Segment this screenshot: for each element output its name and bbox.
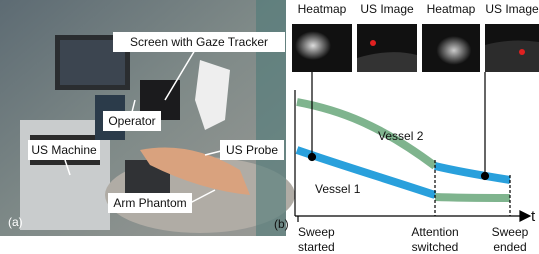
thumbnails bbox=[292, 24, 539, 72]
vessel-label: Vessel 2 bbox=[378, 129, 424, 143]
page: Screen with Gaze Tracker Operator US Machi… bbox=[0, 0, 539, 254]
thumbnail-label: US Image bbox=[485, 2, 539, 16]
panel-label: (b) bbox=[274, 217, 289, 231]
thumbnail-label: US Image bbox=[360, 2, 414, 16]
event-label: Attention bbox=[411, 225, 458, 239]
vessel-label: Vessel 1 bbox=[315, 182, 361, 196]
figure: Screen with Gaze Tracker Operator US Machi… bbox=[0, 0, 539, 254]
thumbnail-label: Heatmap bbox=[298, 2, 347, 16]
thumbnail-label: Heatmap bbox=[427, 2, 476, 16]
event-label: switched bbox=[412, 240, 459, 254]
axis-label: t bbox=[531, 208, 536, 225]
photo-label: US Machine bbox=[31, 143, 97, 157]
event-label: ended bbox=[493, 240, 526, 254]
panel-label: (a) bbox=[8, 215, 23, 229]
photo-label: Operator bbox=[108, 114, 155, 128]
photo-label: Arm Phantom bbox=[113, 196, 186, 210]
photo-label: US Probe bbox=[226, 143, 278, 157]
event-label: Sweep bbox=[492, 225, 529, 239]
event-label: started bbox=[298, 240, 335, 254]
event-label: Sweep bbox=[298, 225, 335, 239]
photo-label: Screen with Gaze Tracker bbox=[130, 35, 268, 49]
